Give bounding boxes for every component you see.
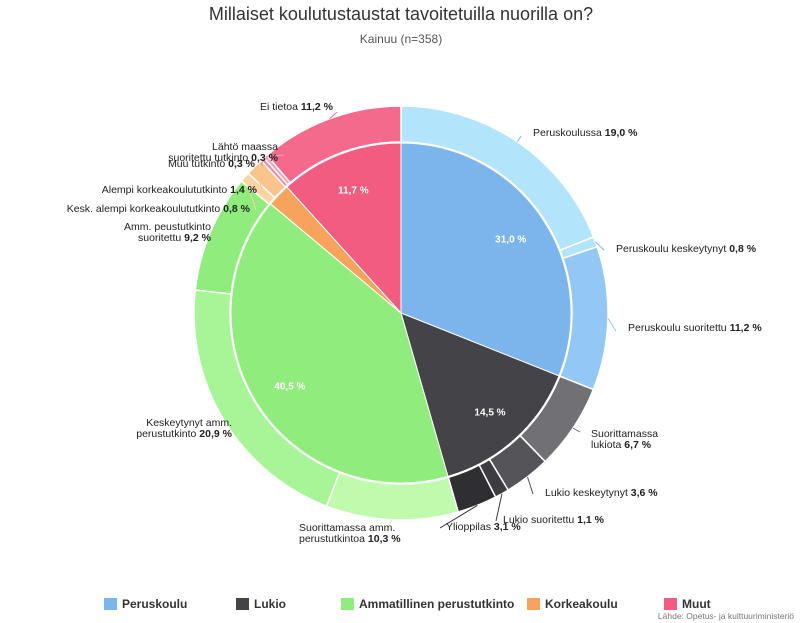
- chart-title: Millaiset koulutustaustat tavoitetuilla …: [208, 4, 594, 24]
- legend-label: Korkeakoulu: [545, 597, 618, 611]
- outer-data-label: Peruskoulu suoritettu 11,2 %: [628, 322, 762, 334]
- inner-data-label: 11,7 %: [338, 185, 369, 196]
- legend-label: Ammatillinen perustutkinto: [359, 597, 515, 611]
- legend-swatch: [341, 598, 354, 610]
- leader-line: [254, 166, 264, 193]
- outer-data-label: Alempi korkeakoulututkinto 1,4 %: [102, 184, 258, 196]
- leader-line: [385, 519, 393, 532]
- inner-data-label: 40,5 %: [274, 381, 305, 392]
- leader-line: [329, 111, 338, 120]
- inner-slice-peruskoulu[interactable]: [400, 142, 572, 377]
- legend-swatch: [104, 598, 117, 610]
- legend-item-lukio[interactable]: Lukio: [236, 597, 286, 611]
- legend-item-korkeakoulu[interactable]: Korkeakoulu: [527, 597, 618, 611]
- outer-data-label: Kesk. alempi korkeakoulututkinto 0,8 %: [67, 203, 251, 215]
- outer-slice-ei-tietoa[interactable]: [265, 105, 402, 184]
- legend-label: Muut: [682, 597, 711, 611]
- outer-data-label: Suorittamassa lukiota 6,7 %: [591, 428, 658, 451]
- legend: Peruskoulu Lukio Ammatillinen perustutki…: [0, 597, 802, 613]
- inner-data-label: 14,5 %: [474, 407, 505, 418]
- outer-data-label: Peruskoulussa 19,0 %: [533, 127, 638, 139]
- leader-line: [223, 419, 241, 427]
- leader-line: [439, 505, 478, 529]
- outer-data-label: Ei tietoa 11,2 %: [260, 101, 334, 113]
- leader-line: [572, 427, 581, 433]
- outer-data-label: Keskeytynyt amm. perustutkinto 20,9 %: [136, 417, 232, 440]
- credits: Lähde: Opetus- ja kulttuuriministeriö: [657, 611, 794, 621]
- leader-line: [261, 159, 264, 167]
- chart-subtitle: Kainuu (n=358): [359, 32, 443, 46]
- outer-data-label: Muu tutkinto 0,3 %: [168, 158, 256, 170]
- outer-data-label: Lukio suoritettu 1,1 %: [503, 514, 605, 526]
- leader-line: [495, 493, 503, 522]
- leader-line: [526, 476, 534, 495]
- inner-slice-ammatillinen-perustutkinto[interactable]: [230, 203, 449, 484]
- legend-swatch: [664, 598, 677, 610]
- outer-data-label: Ylioppilas 3,1 %: [446, 521, 521, 533]
- outer-data-label: Amm. peustutkinto suoritettu 9,2 %: [124, 221, 212, 244]
- outer-data-label: Suorittamassa amm. perustutkintoa 10,3 %: [299, 522, 401, 545]
- legend-label: Peruskoulu: [122, 597, 188, 611]
- legend-item-muut[interactable]: Muut: [664, 597, 711, 611]
- outer-data-label: Lukio keskeytynyt 3,6 %: [545, 487, 658, 499]
- outer-data-label: Lähtö maassa suoritettu tutkinto 0,3 %: [168, 141, 278, 164]
- inner-slice-lukio[interactable]: [400, 312, 560, 478]
- legend-swatch: [527, 598, 540, 610]
- legend-swatch: [236, 598, 249, 610]
- legend-item-ammatillinen[interactable]: Ammatillinen perustutkinto: [341, 597, 514, 611]
- inner-data-label: 31,0 %: [495, 235, 526, 246]
- outer-data-label: Peruskoulu keskeytynyt 0,8 %: [616, 243, 757, 255]
- legend-label: Lukio: [254, 597, 286, 611]
- leader-line: [210, 229, 219, 233]
- leader-line: [595, 241, 605, 251]
- leader-line: [265, 154, 285, 158]
- leader-line: [517, 135, 522, 143]
- inner-slice-muut[interactable]: [286, 142, 402, 315]
- leader-line: [607, 318, 617, 332]
- leader-line: [244, 177, 257, 211]
- legend-item-peruskoulu[interactable]: Peruskoulu: [104, 597, 187, 611]
